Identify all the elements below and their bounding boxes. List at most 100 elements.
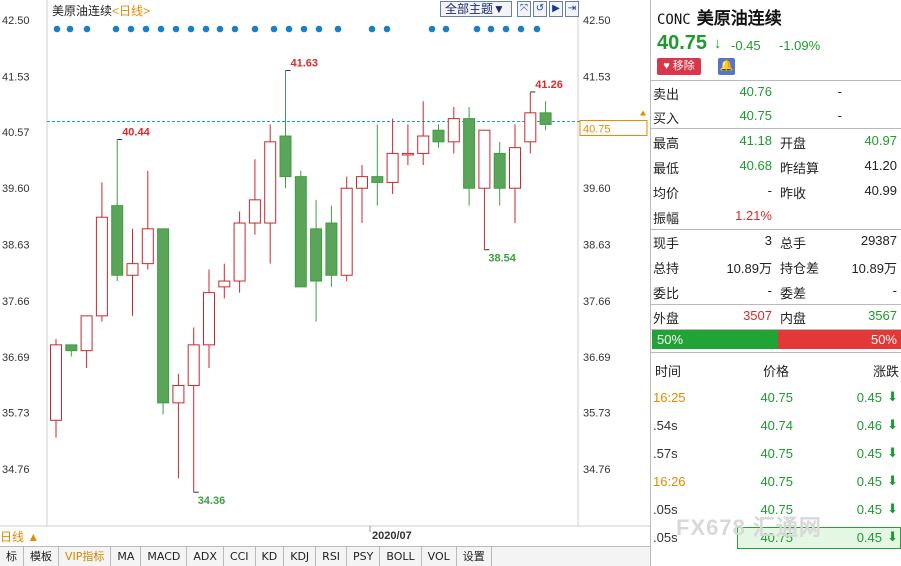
buy-volume: - [837, 108, 842, 123]
toolbar-item-settings[interactable]: 设置 [457, 546, 492, 566]
candle-body [463, 118, 476, 189]
candle-body [187, 344, 200, 386]
candle-body [417, 135, 430, 154]
stat-value: 3567 [868, 308, 897, 323]
y-tick-label-right: 34.76 [583, 464, 611, 476]
candle-body [325, 222, 338, 276]
signal-dot [66, 25, 74, 33]
zoom-icon[interactable]: ⤧ [517, 1, 531, 17]
divider [651, 229, 901, 230]
tick-header-change: 涨跌 [872, 364, 899, 379]
stat-row: 外盘 3507 内盘 3567 [651, 304, 901, 328]
down-arrow-icon: ⬇ [887, 529, 898, 544]
candle-body [432, 129, 445, 143]
current-price-box [579, 120, 648, 137]
stat-value: 40.68 [739, 158, 772, 173]
tick-row: .57s 40.75 0.45 ⬇ [651, 440, 901, 468]
candle-body [157, 228, 170, 404]
stat-label: 现手 [653, 236, 680, 251]
tick-time: .05s [653, 530, 678, 545]
tick-price: 40.75 [760, 446, 793, 461]
signal-dot [270, 25, 278, 33]
chart-period[interactable]: <日线> [112, 4, 151, 18]
stat-row: 委比 - 委差 - [651, 279, 901, 303]
price-change: -0.45 [731, 38, 761, 53]
toolbar-item-kd[interactable]: KD [256, 546, 285, 566]
stat-value: - [892, 283, 897, 298]
toolbar-item-ma[interactable]: MA [111, 546, 142, 566]
signal-dot [533, 25, 541, 33]
y-tick-label-left: 36.69 [2, 352, 30, 364]
kline-chart[interactable]: 42.5042.5041.5341.5340.5740.5739.6039.60… [0, 0, 650, 546]
toolbar-item-template[interactable]: 模板 [24, 546, 59, 566]
toolbar-item-cci[interactable]: CCI [224, 546, 256, 566]
y-tick-label-right: 36.69 [583, 352, 611, 364]
instrument-name: 美原油连续 [696, 9, 782, 28]
stat-label: 最高 [653, 136, 680, 151]
stat-value: 3507 [743, 308, 772, 323]
divider [651, 80, 901, 81]
stat-value: 10.89万 [726, 261, 772, 276]
down-arrow-icon: ↓ [714, 35, 722, 52]
high-annotation: 40.44 [122, 127, 150, 139]
stat-row: 现手 3 总手 29387 [651, 229, 901, 253]
refresh-icon[interactable]: ↺ [533, 1, 547, 17]
candle-body [371, 176, 384, 183]
down-arrow-icon: ⬇ [887, 501, 898, 516]
tick-header-time: 时间 [655, 364, 682, 379]
end-icon[interactable]: ⇥ [565, 1, 579, 17]
remove-watchlist-button[interactable]: ♥ 移除 [657, 58, 701, 75]
signal-dot [53, 25, 61, 33]
stat-label: 内盘 [780, 311, 807, 326]
divider [651, 304, 901, 305]
y-tick-label-left: 38.63 [2, 240, 30, 252]
tick-change: 0.45 [856, 390, 882, 405]
y-tick-label-right: 37.66 [583, 296, 611, 308]
toolbar-item-macd[interactable]: MACD [141, 546, 188, 566]
y-tick-label-left: 34.76 [2, 464, 30, 476]
stat-label: 振幅 [653, 211, 680, 226]
y-tick-label-left: 39.60 [2, 183, 30, 195]
y-tick-label-right: 42.50 [583, 15, 611, 27]
tick-change: 0.45 [856, 446, 882, 461]
tick-price: 40.74 [760, 418, 793, 433]
candle-body [310, 228, 323, 282]
stat-value: 41.18 [739, 133, 772, 148]
candle-body [356, 176, 368, 189]
signal-dot [231, 25, 239, 33]
bell-icon[interactable]: 🔔 [718, 58, 735, 75]
toolbar-item-kdj[interactable]: KDJ [284, 546, 317, 566]
toolbar-item-adx[interactable]: ADX [187, 546, 224, 566]
daily-tag[interactable]: 日线 ▲ [0, 530, 40, 544]
tick-change: 0.45 [856, 502, 882, 517]
divider [651, 329, 901, 330]
candle-body [524, 112, 537, 143]
buy-label: 买入 [653, 111, 680, 126]
toolbar-item-vip[interactable]: VIP指标 [59, 546, 112, 566]
tick-row: 16:26 40.75 0.45 ⬇ [651, 468, 901, 496]
tick-row: 16:25 40.75 0.45 ⬇ [651, 384, 901, 412]
toolbar-item-rsi[interactable]: RSI [316, 546, 348, 566]
toolbar-item-psy[interactable]: PSY [347, 546, 381, 566]
toolbar-item-boll[interactable]: BOLL [380, 546, 422, 566]
x-tick-label: 2020/07 [372, 530, 412, 542]
tick-time: .05s [653, 502, 678, 517]
stat-value: 10.89万 [851, 261, 897, 276]
play-icon[interactable]: ▶ [549, 1, 563, 17]
signal-dot [112, 25, 120, 33]
candle-body [233, 222, 246, 282]
theme-select[interactable]: 全部主题▼ [440, 1, 512, 17]
kline-canvas[interactable]: 42.5042.5041.5341.5340.5740.5739.6039.60… [0, 0, 650, 546]
down-arrow-icon: ⬇ [887, 417, 898, 432]
signal-dot [487, 25, 495, 33]
tick-time: .54s [653, 418, 678, 433]
candle-body [264, 141, 277, 224]
stat-row: 最高 41.18 开盘 40.97 [651, 129, 901, 153]
chart-instrument-name: 美原油连续 [52, 4, 113, 18]
candle-body [50, 344, 62, 421]
signal-dot [383, 25, 391, 33]
toolbar-item-vol[interactable]: VOL [422, 546, 457, 566]
toolbar-item-mark[interactable]: 标 [0, 546, 24, 566]
signal-dot [334, 25, 342, 33]
stat-row: 均价 - 昨收 40.99 [651, 179, 901, 203]
